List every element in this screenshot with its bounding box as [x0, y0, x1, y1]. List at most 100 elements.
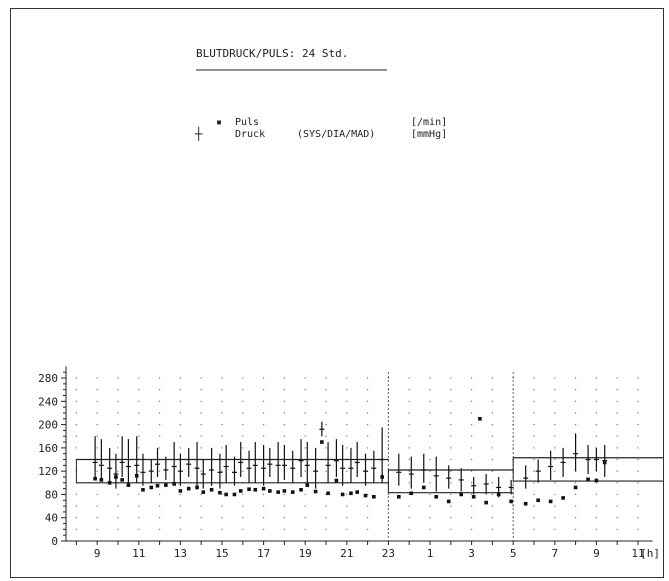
grid-dot	[242, 389, 244, 391]
grid-dot	[574, 400, 577, 402]
grid-dot	[262, 505, 265, 507]
grid-dot	[158, 423, 161, 426]
grid-dot	[325, 377, 327, 379]
pulse-point	[201, 490, 206, 494]
grid-dot	[595, 377, 598, 379]
grid-dot	[470, 493, 473, 496]
grid-dot	[283, 517, 286, 519]
grid-dot	[221, 400, 223, 402]
grid-dot	[75, 435, 78, 437]
pulse-point	[471, 494, 476, 499]
grid-dot	[96, 517, 98, 519]
grid-dot	[616, 505, 618, 507]
chart-title: BLUTDRUCK/PULS: 24 Std.	[196, 47, 348, 60]
grid-dot	[200, 400, 202, 402]
grid-dot	[158, 377, 161, 379]
x-tick-label: 21	[340, 547, 353, 560]
pulse-point	[290, 490, 295, 494]
grid-dot	[96, 400, 98, 402]
grid-dot	[117, 528, 119, 531]
pulse-point	[247, 487, 251, 492]
grid-dot	[158, 470, 161, 472]
grid-dot	[325, 400, 327, 402]
grid-dot	[366, 505, 369, 507]
pulse-legend-unit: [/min]	[411, 117, 447, 128]
grid-dot	[450, 458, 452, 461]
grid-dot	[221, 470, 223, 472]
y-tick-label: 160	[38, 442, 58, 455]
pulse-point	[141, 487, 145, 492]
grid-dot	[429, 505, 431, 507]
grid-dot	[117, 423, 119, 426]
grid-dot	[533, 412, 535, 414]
grid-dot	[616, 517, 618, 519]
x-tick-label: 3	[468, 547, 475, 560]
pulse-point	[446, 499, 451, 504]
grid-dot	[138, 400, 140, 402]
grid-dot	[366, 435, 369, 437]
grid-dot	[117, 412, 119, 414]
grid-dot	[470, 528, 473, 531]
grid-dot	[366, 377, 369, 379]
pulse-point	[149, 485, 154, 490]
grid-dot	[242, 447, 244, 449]
grid-dot	[262, 389, 265, 391]
pulse-point	[186, 486, 191, 491]
grid-dot	[346, 447, 348, 449]
grid-dot	[179, 447, 182, 449]
grid-dot	[158, 447, 161, 449]
grid-dot	[138, 377, 140, 379]
grid-dot	[450, 377, 452, 379]
grid-dot	[304, 517, 306, 519]
pulse-point	[209, 487, 214, 492]
grid-dot	[491, 505, 494, 507]
grid-dot	[304, 423, 306, 426]
pulse-point	[326, 491, 330, 496]
grid-dot	[554, 458, 556, 461]
grid-dot	[221, 447, 223, 449]
pulse-point	[561, 496, 565, 500]
x-tick-label: 5	[510, 547, 517, 560]
grid-dot	[533, 470, 535, 472]
grid-dot	[221, 389, 223, 391]
grid-dot	[429, 377, 431, 379]
grid-dot	[387, 493, 390, 496]
grid-dot	[200, 528, 202, 531]
pressure-legend-symbol-icon: ┼	[194, 126, 203, 141]
grid-dot	[304, 412, 306, 414]
grid-dot	[200, 470, 202, 472]
grid-dot	[304, 493, 306, 496]
grid-dot	[262, 517, 265, 519]
pulse-point	[320, 440, 324, 444]
grid-dot	[179, 377, 182, 379]
grid-dot	[75, 389, 78, 391]
grid-dot	[96, 493, 98, 496]
grid-dot	[595, 482, 598, 484]
grid-dot	[200, 493, 202, 496]
grid-dot	[637, 377, 639, 379]
grid-dot	[304, 528, 306, 531]
grid-dot	[346, 423, 348, 426]
grid-dot	[179, 517, 182, 519]
grid-dot	[512, 493, 514, 496]
grid-dot	[158, 435, 161, 437]
grid-dot	[491, 447, 494, 449]
x-tick-label: 17	[257, 547, 270, 560]
grid-dot	[387, 505, 390, 507]
grid-dot	[637, 389, 639, 391]
grid-dot	[470, 423, 473, 426]
pulse-point	[224, 492, 228, 497]
grid-dot	[470, 412, 473, 414]
pulse-point	[548, 499, 553, 504]
grid-dots	[75, 377, 639, 531]
pulse-point	[434, 494, 439, 499]
grid-dot	[325, 528, 327, 531]
pulse-point	[409, 491, 414, 496]
grid-dot	[138, 423, 140, 426]
grid-dot	[574, 517, 577, 519]
grid-dot	[491, 412, 494, 414]
grid-dot	[408, 447, 410, 449]
grid-dot	[75, 423, 78, 426]
grid-dot	[533, 458, 535, 461]
blood-pressure-series	[92, 421, 608, 498]
